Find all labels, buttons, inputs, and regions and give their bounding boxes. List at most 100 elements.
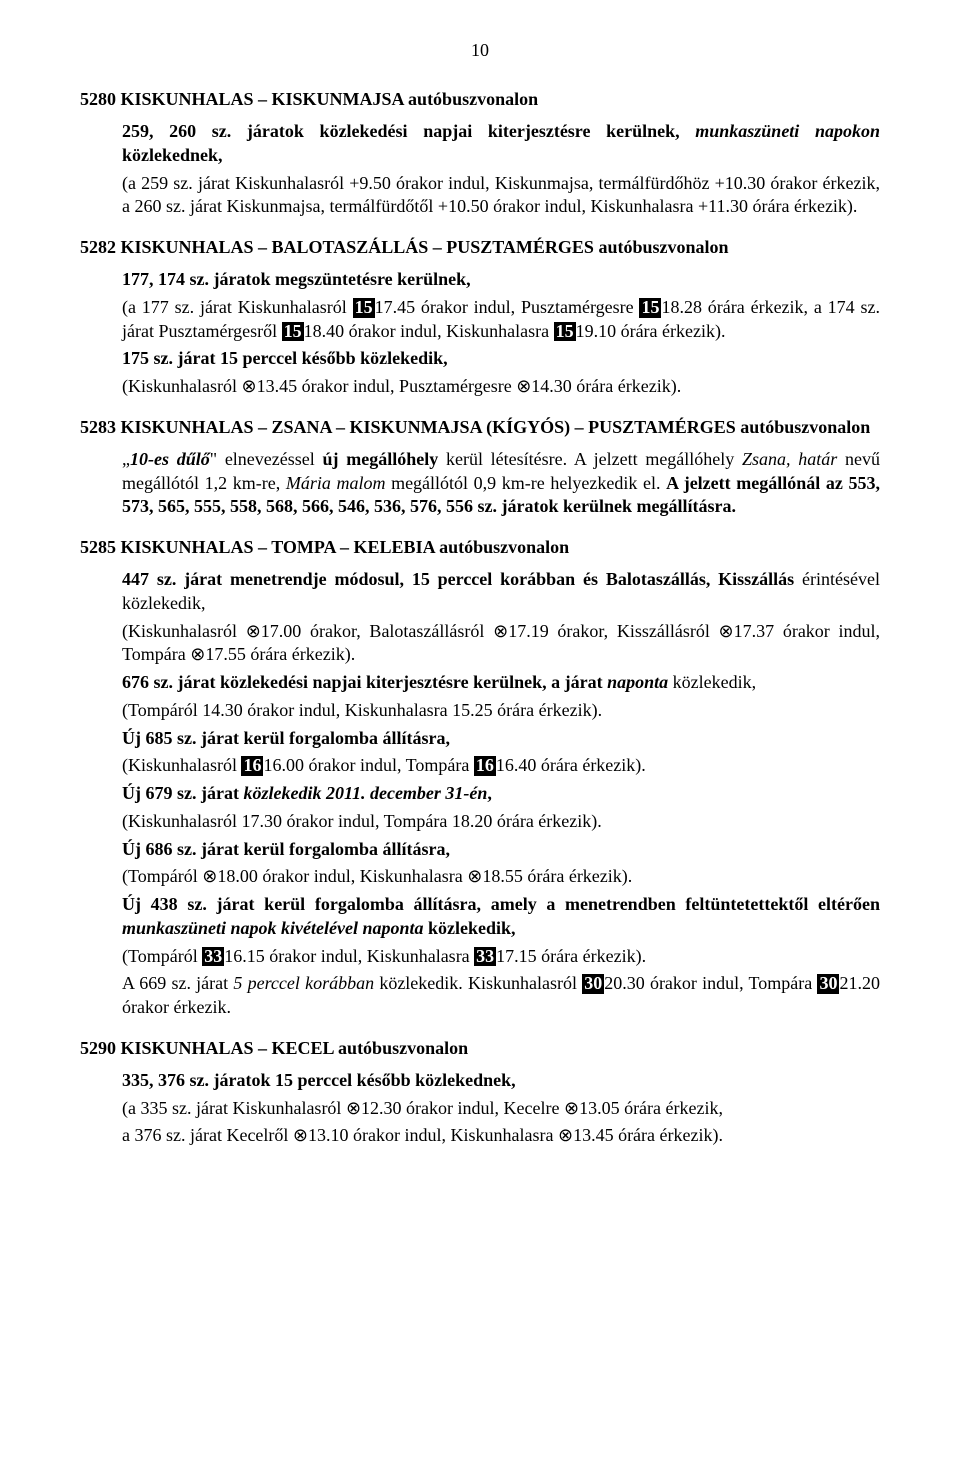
- text: 14.30 órára érkezik).: [531, 376, 681, 396]
- symbol-icon: ⊗: [346, 1098, 361, 1118]
- text-bold: 175 sz. járat 15 perccel később közleked…: [122, 347, 880, 371]
- text: (Kiskunhalasról: [122, 621, 246, 641]
- inverse-badge: 15: [554, 322, 576, 342]
- section-5280-title: 5280 KISKUNHALAS – KISKUNMAJSA autóbuszv…: [80, 89, 880, 110]
- section-5282-body: 177, 174 sz. járatok megszüntetésre kerü…: [122, 268, 880, 399]
- text-bold: Új 679 sz. járat: [122, 783, 243, 803]
- text: 17.45 órakor indul, Pusztamérgesre: [375, 297, 640, 317]
- symbol-icon: ⊗: [558, 1125, 573, 1145]
- text-line: (Tompáról 14.30 órakor indul, Kiskunhala…: [122, 699, 880, 723]
- text: 18.55 órára érkezik).: [482, 866, 632, 886]
- inverse-badge: 15: [282, 322, 304, 342]
- text: megállótól 0,9 km-re helyezkedik el.: [385, 473, 666, 493]
- section-5283-body: „10-es dűlő" elnevezéssel új megállóhely…: [122, 448, 880, 519]
- text-bold: közlekedik,: [424, 918, 516, 938]
- text-bold: új megállóhely: [323, 449, 439, 469]
- text-bold: 447 sz. járat menetrendje módosul, 15 pe…: [122, 569, 802, 589]
- text-bold: ,: [487, 783, 492, 803]
- document-page: 10 5280 KISKUNHALAS – KISKUNMAJSA autóbu…: [0, 0, 960, 1196]
- text-bold: Új 685 sz. járat kerül forgalomba állítá…: [122, 727, 880, 751]
- text: 16.15 órakor indul, Kiskunhalasra: [224, 946, 474, 966]
- section-5290-title: 5290 KISKUNHALAS – KECEL autóbuszvonalon: [80, 1038, 880, 1059]
- text: „: [122, 449, 130, 469]
- text: (Kiskunhalasról: [122, 755, 241, 775]
- text: 16.00 órakor indul, Tompára: [263, 755, 473, 775]
- text-line: (Tompáról 3316.15 órakor indul, Kiskunha…: [122, 945, 880, 969]
- text: A 669 sz. járat: [122, 973, 233, 993]
- inverse-badge: 16: [241, 756, 263, 776]
- text-italic: 5 perccel korábban: [233, 973, 374, 993]
- text-bold: 259, 260 sz. járatok közlekedési napjai …: [122, 121, 695, 141]
- text: 16.40 órára érkezik).: [496, 755, 646, 775]
- text: 13.45 órára érkezik).: [573, 1125, 723, 1145]
- text-bold: Új 438 sz. járat kerül forgalomba állítá…: [122, 894, 880, 914]
- inverse-badge: 33: [474, 947, 496, 967]
- symbol-icon: ⊗: [246, 621, 261, 641]
- symbol-icon: ⊗: [467, 866, 482, 886]
- text-line: (Tompáról ⊗18.00 órakor indul, Kiskunhal…: [122, 865, 880, 889]
- text-bold: 335, 376 sz. járatok 15 perccel később k…: [122, 1069, 880, 1093]
- symbol-icon: ⊗: [719, 621, 734, 641]
- text-line: (a 335 sz. járat Kiskunhalasról ⊗12.30 ó…: [122, 1097, 880, 1121]
- text-line: (a 177 sz. járat Kiskunhalasról 1517.45 …: [122, 296, 880, 344]
- text: közlekedik. Kiskunhalasról: [374, 973, 582, 993]
- text: 12.30 órakor indul, Kecelre: [361, 1098, 564, 1118]
- section-5282-title: 5282 KISKUNHALAS – BALOTASZÁLLÁS – PUSZT…: [80, 237, 880, 258]
- text: 20.30 órakor indul, Tompára: [604, 973, 817, 993]
- text-bold-italic: munkaszüneti napok kivételével naponta: [122, 918, 424, 938]
- text: 17.15 órára érkezik).: [496, 946, 646, 966]
- text: 17.55 órára érkezik).: [205, 644, 355, 664]
- section-5285-title: 5285 KISKUNHALAS – TOMPA – KELEBIA autób…: [80, 537, 880, 558]
- text-line: 447 sz. járat menetrendje módosul, 15 pe…: [122, 568, 880, 616]
- text: (Tompáról: [122, 946, 202, 966]
- text-line: 676 sz. járat közlekedési napjai kiterje…: [122, 671, 880, 695]
- text: (a 335 sz. járat Kiskunhalasról: [122, 1098, 346, 1118]
- text-line: „10-es dűlő" elnevezéssel új megállóhely…: [122, 448, 880, 519]
- text: a 376 sz. járat Kecelről: [122, 1125, 293, 1145]
- inverse-badge: 16: [474, 756, 496, 776]
- section-5290-body: 335, 376 sz. járatok 15 perccel később k…: [122, 1069, 880, 1148]
- text-bold: Új 686 sz. járat kerül forgalomba állítá…: [122, 838, 880, 862]
- symbol-icon: ⊗: [190, 644, 205, 664]
- section-5280-body: 259, 260 sz. járatok közlekedési napjai …: [122, 120, 880, 219]
- text-line: (Kiskunhalasról 17.30 órakor indul, Tomp…: [122, 810, 880, 834]
- section-5285-body: 447 sz. járat menetrendje módosul, 15 pe…: [122, 568, 880, 1020]
- symbol-icon: ⊗: [202, 866, 217, 886]
- inverse-badge: 15: [639, 298, 661, 318]
- symbol-icon: ⊗: [493, 621, 508, 641]
- symbol-icon: ⊗: [293, 1125, 308, 1145]
- symbol-icon: ⊗: [516, 376, 531, 396]
- inverse-badge: 33: [202, 947, 224, 967]
- page-number: 10: [80, 40, 880, 61]
- text: 17.19 órakor, Kisszállásról: [508, 621, 718, 641]
- text: 19.10 órára érkezik).: [576, 321, 726, 341]
- text: 13.05 órára érkezik,: [579, 1098, 723, 1118]
- inverse-badge: 30: [582, 974, 604, 994]
- text-line: (Kiskunhalasról ⊗13.45 órakor indul, Pus…: [122, 375, 880, 399]
- text: kerül létesítésre. A jelzett megállóhely: [438, 449, 742, 469]
- text: közlekedik,: [668, 672, 756, 692]
- text-line: (Kiskunhalasról ⊗17.00 órakor, Balotaszá…: [122, 620, 880, 668]
- text: 18.00 órakor indul, Kiskunhalasra: [217, 866, 467, 886]
- text-bold: 177, 174 sz. járatok megszüntetésre kerü…: [122, 268, 880, 292]
- text-line: Új 438 sz. járat kerül forgalomba állítá…: [122, 893, 880, 941]
- text-bold-italic: naponta: [607, 672, 668, 692]
- text-line: (a 259 sz. járat Kiskunhalasról +9.50 ór…: [122, 172, 880, 220]
- section-5283-title: 5283 KISKUNHALAS – ZSANA – KISKUNMAJSA (…: [80, 417, 880, 438]
- text-bold: közlekednek,: [122, 145, 223, 165]
- inverse-badge: 30: [817, 974, 839, 994]
- text-bold-italic: munkaszüneti napokon: [695, 121, 880, 141]
- text: (a 177 sz. járat Kiskunhalasról: [122, 297, 353, 317]
- text-italic: Zsana, határ: [742, 449, 837, 469]
- text-bold-italic: közlekedik 2011. december 31-én: [243, 783, 487, 803]
- text: (Kiskunhalasról: [122, 376, 241, 396]
- symbol-icon: ⊗: [564, 1098, 579, 1118]
- text: 13.45 órakor indul, Pusztamérgesre: [257, 376, 517, 396]
- text-line: 259, 260 sz. járatok közlekedési napjai …: [122, 120, 880, 168]
- text-line: (Kiskunhalasról 1616.00 órakor indul, To…: [122, 754, 880, 778]
- text-line: A 669 sz. járat 5 perccel korábban közle…: [122, 972, 880, 1020]
- text-line: a 376 sz. járat Kecelről ⊗13.10 órakor i…: [122, 1124, 880, 1148]
- inverse-badge: 15: [353, 298, 375, 318]
- text-italic: Mária malom: [286, 473, 386, 493]
- text: 17.00 órakor, Balotaszállásról: [261, 621, 493, 641]
